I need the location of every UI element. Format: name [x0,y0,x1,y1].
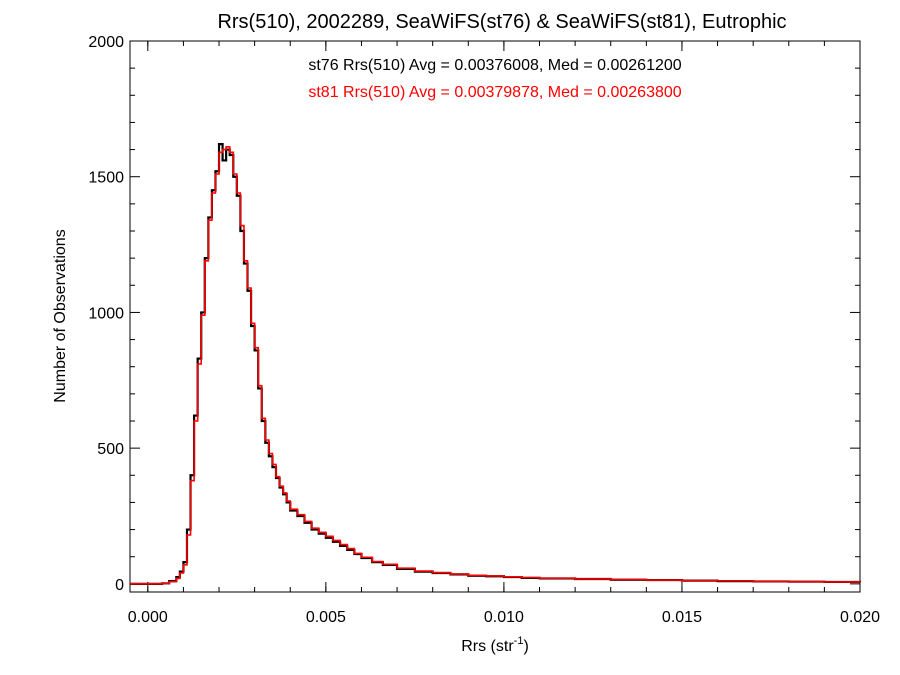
x-tick-label: 0.000 [128,609,168,626]
plot-frame [129,40,861,593]
x-axis-ticks: 0.000 0.005 0.010 0.015 0.020 [128,41,880,626]
y-tick-label: 1500 [88,170,124,187]
x-tick-label: 0.015 [662,609,702,626]
y-axis-label: Number of Observations [52,229,69,402]
x-axis-label: Rrs (str-1) [461,635,529,655]
x-tick-label: 0.010 [484,609,524,626]
series-layer [130,143,862,585]
series-st76-line [130,143,862,585]
y-axis-ticks: 0 500 1000 1500 2000 [88,34,860,594]
y-tick-label: 0 [115,577,124,594]
x-axis-label-main: Rrs (str [461,638,514,655]
y-tick-label: 2000 [88,34,124,51]
chart-title: Rrs(510), 2002289, SeaWiFS(st76) & SeaWi… [217,11,786,33]
x-axis-label-sup: -1 [514,635,524,647]
x-tick-label: 0.020 [840,609,880,626]
y-tick-label: 1000 [88,305,124,322]
annotation-st81: st81 Rrs(510) Avg = 0.00379878, Med = 0.… [308,84,681,101]
y-tick-label: 500 [97,441,124,458]
x-tick-label: 0.005 [306,609,346,626]
x-axis-label-close: ) [523,638,528,655]
annotation-st76: st76 Rrs(510) Avg = 0.00376008, Med = 0.… [308,57,681,74]
series-st81-line [130,146,861,585]
